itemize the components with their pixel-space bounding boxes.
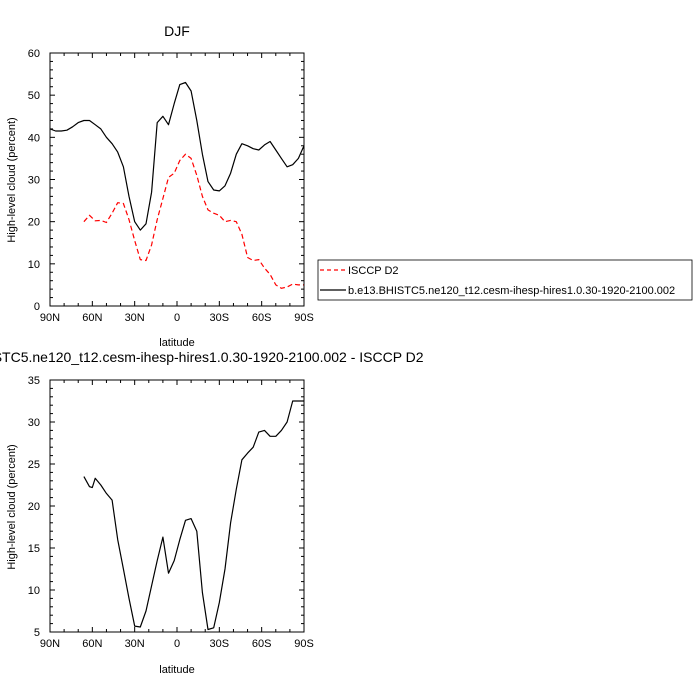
top-x-tick-label: 0 [174,312,180,324]
bottom-panel: b.e13.BHISTC5.ne120_t12.cesm-ihesp-hires… [0,349,424,676]
top-x-tick-label: 30S [210,312,230,324]
top-plot-area: 90N 60N 30N 0 30S 60S 90S 0 10 20 30 40 50 60 [28,48,314,324]
bottom-x-tick-label: 60N [82,638,102,650]
bottom-y-tick-label: 30 [28,417,40,429]
legend-label-model: b.e13.BHISTC5.ne120_t12.cesm-ihesp-hires… [348,285,675,297]
top-panel: DJF 90N 60N 30N 0 30S 60S 90S 0 10 20 30 40 50 60 lat… [6,23,314,349]
bottom-x-tick-label: 30N [125,638,145,650]
top-x-tick-label: 60N [82,312,102,324]
bottom-x-tick-label: 90N [40,638,60,650]
bottom-plot-frame [49,379,305,633]
top-x-tick-label: 90S [294,312,314,324]
top-series-line-1 [50,81,304,231]
top-y-tick-label: 0 [34,301,40,313]
legend: ISCCP D2 b.e13.BHISTC5.ne120_t12.cesm-ih… [317,259,693,301]
legend-label-isccp: ISCCP D2 [348,265,399,277]
bottom-chart-title: b.e13.BHISTC5.ne120_t12.cesm-ihesp-hires… [0,349,424,365]
bottom-y-axis-label: High-level cloud (percent) [6,444,18,569]
top-plot-frame [49,52,305,307]
top-y-tick-label: 40 [28,132,40,144]
top-y-tick-label: 20 [28,217,40,229]
bottom-x-tick-label: 90S [294,638,314,650]
top-y-tick-label: 60 [28,48,40,60]
bottom-y-tick-label: 5 [34,627,40,639]
top-x-tick-label: 90N [40,312,60,324]
top-y-tick-label: 50 [28,90,40,102]
bottom-y-tick-label: 10 [28,585,40,597]
top-x-tick-label: 30N [125,312,145,324]
top-x-tick-label: 60S [252,312,272,324]
bottom-y-tick-label: 25 [28,459,40,471]
bottom-y-tick-label: 20 [28,501,40,513]
top-y-axis-label: High-level cloud (percent) [6,117,18,242]
bottom-x-tick-label: 30S [210,638,230,650]
top-y-tick-label: 10 [28,259,40,271]
top-y-tick-label: 30 [28,175,40,187]
bottom-series-line-0 [83,400,304,631]
top-chart-title: DJF [164,23,190,39]
bottom-plot-area: 90N 60N 30N 0 30S 60S 90S 5 10 15 20 25 30 35 [28,375,314,650]
legend-box [317,259,693,301]
bottom-y-tick-label: 35 [28,375,40,387]
bottom-y-tick-label: 15 [28,543,40,555]
bottom-x-axis-label: latitude [159,664,194,676]
bottom-x-tick-label: 60S [252,638,272,650]
top-series-line-0 [83,153,304,289]
top-x-axis-label: latitude [159,337,194,349]
bottom-x-tick-label: 0 [174,638,180,650]
